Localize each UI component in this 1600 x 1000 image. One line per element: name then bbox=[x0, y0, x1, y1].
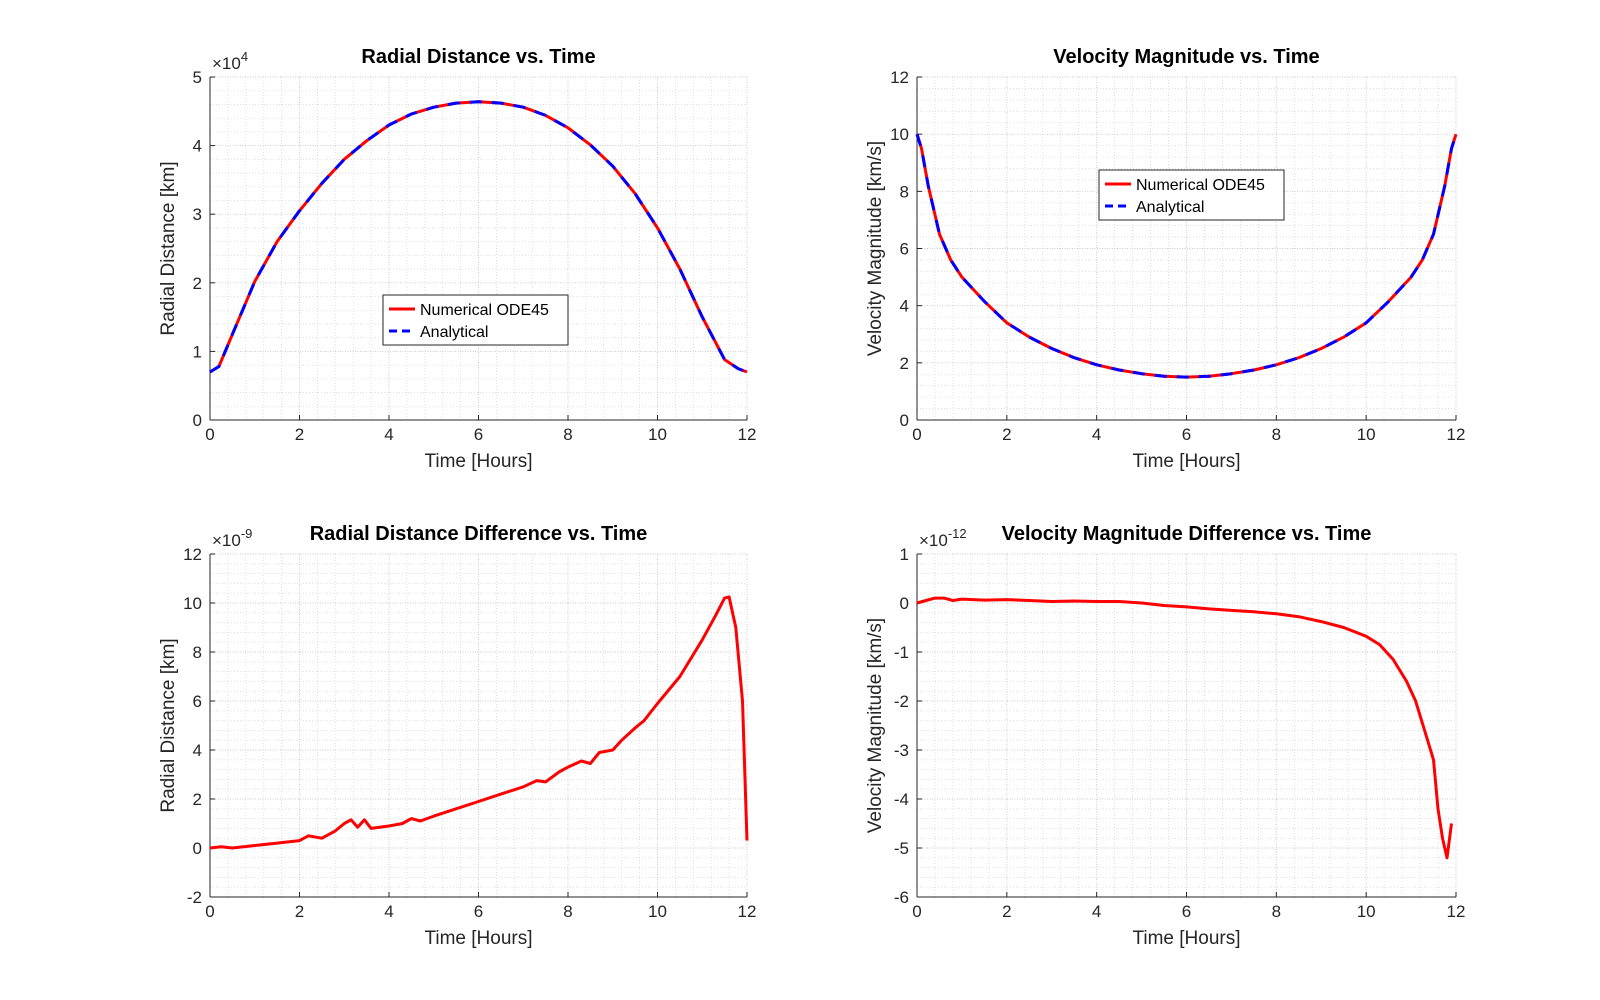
y-tick-label: 0 bbox=[193, 839, 202, 858]
legend-label: Numerical ODE45 bbox=[420, 302, 549, 319]
legend-box bbox=[1098, 169, 1285, 221]
x-tick-label: 10 bbox=[1357, 425, 1376, 444]
y-tick-label: -3 bbox=[894, 741, 909, 760]
x-tick-label: 6 bbox=[1182, 425, 1191, 444]
x-axis-label: Time [Hours] bbox=[424, 928, 532, 949]
x-axis-label: Time [Hours] bbox=[1132, 451, 1240, 472]
x-tick-label: 8 bbox=[563, 425, 572, 444]
y-tick-label: 8 bbox=[900, 182, 909, 201]
legend-label: Numerical ODE45 bbox=[1136, 177, 1265, 194]
chart-title: Velocity Magnitude vs. Time bbox=[1053, 46, 1319, 68]
series-line-numerical bbox=[916, 596, 1453, 860]
x-tick-label: 6 bbox=[474, 902, 483, 921]
y-tick-label: 3 bbox=[193, 205, 202, 224]
legend: Numerical ODE45 Analytical bbox=[382, 294, 569, 346]
y-tick-label: 0 bbox=[193, 411, 202, 430]
chart-title: Velocity Magnitude Difference vs. Time bbox=[1002, 523, 1372, 545]
x-tick-label: 4 bbox=[1092, 902, 1101, 921]
series-line-analytical bbox=[209, 100, 748, 374]
y-tick-label: 10 bbox=[890, 125, 909, 144]
y-tick-label: 10 bbox=[183, 594, 202, 613]
y-tick-label: 6 bbox=[900, 240, 909, 259]
y-tick-label: -4 bbox=[894, 790, 909, 809]
y-tick-label: -2 bbox=[187, 888, 202, 907]
y-axis-exponent: ×104 bbox=[212, 49, 248, 73]
y-tick-label: 5 bbox=[193, 68, 202, 87]
x-tick-label: 6 bbox=[474, 425, 483, 444]
y-tick-label: 0 bbox=[900, 411, 909, 430]
y-tick-label: 8 bbox=[193, 643, 202, 662]
x-tick-label: 0 bbox=[912, 902, 921, 921]
y-tick-label: 12 bbox=[183, 545, 202, 564]
y-axis-label: Radial Distance [km] bbox=[158, 161, 179, 335]
y-tick-label: 4 bbox=[193, 741, 202, 760]
series-line-analytical bbox=[915, 133, 1458, 379]
y-tick-label: -2 bbox=[894, 692, 909, 711]
chart-title: Radial Distance vs. Time bbox=[361, 46, 595, 68]
y-tick-label: 1 bbox=[193, 342, 202, 361]
y-tick-label: 12 bbox=[890, 68, 909, 87]
y-axis-label: Velocity Magnitude [km/s] bbox=[865, 618, 886, 833]
x-tick-label: 10 bbox=[648, 425, 667, 444]
legend-box bbox=[382, 294, 569, 346]
y-tick-label: 2 bbox=[193, 274, 202, 293]
y-axis-label: Radial Distance [km] bbox=[158, 638, 179, 812]
y-tick-label: 0 bbox=[900, 594, 909, 613]
y-tick-label: -6 bbox=[894, 888, 909, 907]
x-tick-label: 10 bbox=[1357, 902, 1376, 921]
chart-velocity-magnitude-difference: 0 2 4 6 8 10 12 -6 -5 -4 -3 -2 -1 0 1 Velocity Magnitu… bbox=[865, 523, 1465, 949]
x-tick-label: 8 bbox=[563, 902, 572, 921]
y-tick-label: -5 bbox=[894, 839, 909, 858]
series-line-numerical bbox=[209, 595, 749, 850]
chart-velocity-magnitude: 0 2 4 6 8 10 12 0 2 4 6 8 10 12 Velocity Magnitude vs… bbox=[865, 46, 1466, 472]
x-tick-label: 4 bbox=[384, 902, 393, 921]
x-tick-label: 12 bbox=[738, 425, 757, 444]
y-tick-label: 2 bbox=[900, 354, 909, 373]
legend: Numerical ODE45 Analytical bbox=[1098, 169, 1285, 221]
x-tick-label: 4 bbox=[384, 425, 393, 444]
y-axis-exponent: ×10-9 bbox=[212, 526, 252, 550]
x-tick-label: 0 bbox=[912, 425, 921, 444]
y-tick-label: 6 bbox=[193, 692, 202, 711]
y-axis-exponent: ×10-12 bbox=[919, 526, 967, 550]
y-tick-label: -1 bbox=[894, 643, 909, 662]
x-tick-label: 2 bbox=[295, 902, 304, 921]
y-tick-label: 1 bbox=[900, 545, 909, 564]
y-axis-label: Velocity Magnitude [km/s] bbox=[865, 141, 886, 356]
x-tick-label: 12 bbox=[738, 902, 757, 921]
legend-label: Analytical bbox=[1136, 199, 1204, 216]
x-axis-label: Time [Hours] bbox=[424, 451, 532, 472]
x-tick-label: 10 bbox=[648, 902, 667, 921]
x-tick-label: 2 bbox=[295, 425, 304, 444]
x-tick-label: 8 bbox=[1272, 425, 1281, 444]
x-tick-label: 0 bbox=[205, 902, 214, 921]
y-tick-label: 4 bbox=[900, 297, 909, 316]
x-tick-label: 6 bbox=[1182, 902, 1191, 921]
x-tick-label: 2 bbox=[1002, 425, 1011, 444]
x-tick-label: 4 bbox=[1092, 425, 1101, 444]
x-tick-label: 8 bbox=[1272, 902, 1281, 921]
y-tick-label: 2 bbox=[193, 790, 202, 809]
chart-title: Radial Distance Difference vs. Time bbox=[310, 523, 648, 545]
x-tick-label: 2 bbox=[1002, 902, 1011, 921]
x-tick-label: 12 bbox=[1447, 902, 1466, 921]
x-tick-label: 12 bbox=[1447, 425, 1466, 444]
y-tick-label: 4 bbox=[193, 137, 202, 156]
x-axis-label: Time [Hours] bbox=[1132, 928, 1240, 949]
x-tick-label: 0 bbox=[205, 425, 214, 444]
legend-label: Analytical bbox=[420, 324, 488, 341]
